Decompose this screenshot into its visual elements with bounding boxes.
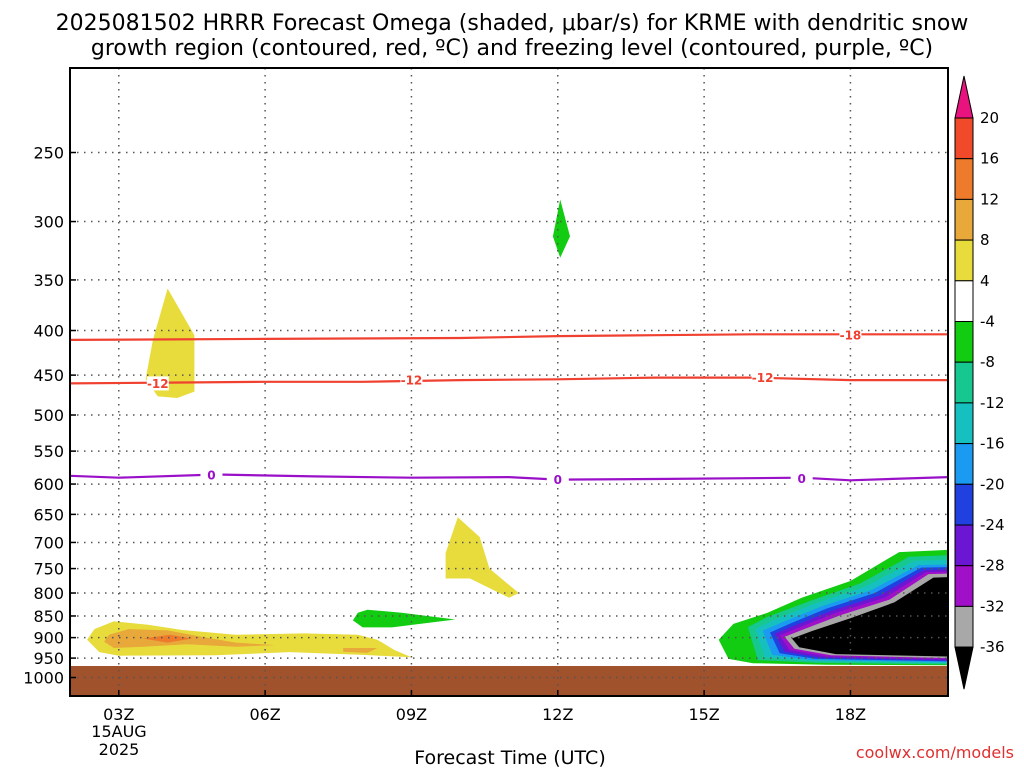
colorbar-box-5 — [954, 280, 974, 322]
contour-label-0-0: -18 — [840, 329, 862, 343]
y-tick-label-850: 850 — [33, 607, 64, 626]
x-tick-label-18: 18Z — [835, 705, 866, 724]
colorbar-label-1: 16 — [980, 150, 999, 168]
chart-title-line-2: growth region (contoured, red, ºC) and f… — [91, 36, 933, 61]
colorbar-cap-bottom — [954, 646, 974, 690]
colorbar-box-10 — [954, 483, 974, 526]
y-tick-label-450: 450 — [33, 366, 64, 385]
contour-line-0 — [70, 333, 948, 341]
colorbar-box-4 — [954, 239, 974, 282]
contour-label-bg-1-1 — [400, 373, 423, 388]
colorbar-label-9: -20 — [980, 475, 1005, 493]
contour-label-1-2: -12 — [752, 371, 774, 385]
contour-layer: -18 -12 -12 -12 0 0 0 — [70, 328, 948, 487]
x-tick-label-6: 06Z — [249, 705, 280, 724]
x-axis-title: Forecast Time (UTC) — [414, 747, 605, 768]
y-tick-label-750: 750 — [33, 560, 64, 579]
omega-shading-layer — [87, 199, 948, 666]
colorbar-box-7 — [954, 361, 974, 404]
y-axis: 250 300 350 400 450 500 550 600 650 700 750 800 850 9… — [23, 144, 76, 688]
omega-region-7 — [352, 609, 456, 628]
colorbar-label-12: -32 — [980, 597, 1005, 615]
contour-label-bg-1-2 — [751, 370, 774, 385]
contour-label-bg-2-1 — [546, 472, 569, 487]
plot-frame — [69, 67, 949, 697]
colorbar-box-13 — [954, 605, 974, 648]
colorbar-label-0: 20 — [980, 109, 999, 127]
omega-region-16 — [791, 577, 948, 657]
contour-label-1-1: -12 — [401, 374, 423, 388]
colorbar-label-13: -36 — [980, 638, 1005, 656]
y-tick-label-600: 600 — [33, 475, 64, 494]
colorbar-label-8: -16 — [980, 435, 1005, 453]
y-tick-label-500: 500 — [33, 406, 64, 425]
colorbar-label-10: -24 — [980, 516, 1005, 534]
ground-layer — [70, 665, 948, 696]
y-tick-label-700: 700 — [33, 533, 64, 552]
date-label-year: 2025 — [99, 740, 140, 759]
colorbar-box-3 — [954, 198, 974, 241]
omega-region-2 — [87, 621, 412, 658]
contour-label-1-0: -12 — [147, 377, 169, 391]
contour-line-1 — [70, 376, 948, 385]
y-tick-label-300: 300 — [33, 213, 64, 232]
y-tick-label-650: 650 — [33, 505, 64, 524]
y-tick-label-900: 900 — [33, 629, 64, 648]
y-tick-label-800: 800 — [33, 584, 64, 603]
chart-title-line-1: 2025081502 HRRR Forecast Omega (shaded, … — [56, 11, 969, 36]
colorbar-label-5: -4 — [980, 313, 995, 331]
contour-line-2 — [70, 473, 948, 482]
y-tick-label-950: 950 — [33, 649, 64, 668]
omega-region-0 — [145, 288, 195, 398]
colorbar-box-6 — [954, 321, 974, 363]
x-axis: 03Z 06Z 09Z 12Z 15Z 18Z — [103, 690, 866, 724]
colorbar-box-9 — [954, 443, 974, 485]
colorbar-label-4: 4 — [980, 272, 990, 290]
colorbar-label-11: -28 — [980, 557, 1005, 575]
colorbar-box-2 — [954, 158, 974, 200]
ground-shading — [70, 665, 948, 696]
credit-text: coolwx.com/models — [856, 743, 1014, 762]
y-tick-label-1000: 1000 — [23, 669, 64, 688]
y-tick-label-550: 550 — [33, 442, 64, 461]
colorbar-label-6: -8 — [980, 353, 995, 371]
colorbar-label-3: 8 — [980, 231, 990, 249]
y-tick-label-350: 350 — [33, 271, 64, 290]
contour-label-2-0: 0 — [207, 469, 215, 483]
colorbar-box-11 — [954, 524, 974, 567]
colorbar-box-8 — [954, 402, 974, 445]
x-tick-label-12: 12Z — [542, 705, 573, 724]
colorbar: 20 16 12 8 4 -4 -8 -12 -16 -20 -24 -28 -32 -36 — [954, 75, 1005, 690]
contour-label-bg-1-0 — [146, 376, 169, 391]
contour-label-2-1: 0 — [554, 473, 562, 487]
contour-label-bg-2-2 — [790, 471, 813, 486]
colorbar-box-1 — [954, 117, 974, 160]
omega-region-1 — [445, 517, 519, 598]
colorbar-label-7: -12 — [980, 394, 1005, 412]
x-tick-label-15: 15Z — [688, 705, 719, 724]
contour-label-2-2: 0 — [797, 472, 805, 486]
x-tick-label-3: 03Z — [103, 705, 134, 724]
y-tick-label-400: 400 — [33, 322, 64, 341]
omega-region-5 — [143, 634, 192, 643]
y-tick-label-250: 250 — [33, 144, 64, 163]
contour-label-bg-2-0 — [200, 468, 223, 483]
colorbar-label-2: 12 — [980, 190, 999, 208]
x-tick-label-9: 09Z — [396, 705, 427, 724]
date-label-day: 15AUG — [91, 722, 146, 741]
omega-region-4 — [343, 648, 378, 653]
colorbar-box-12 — [954, 565, 974, 607]
contour-label-bg-0-0 — [839, 328, 862, 343]
